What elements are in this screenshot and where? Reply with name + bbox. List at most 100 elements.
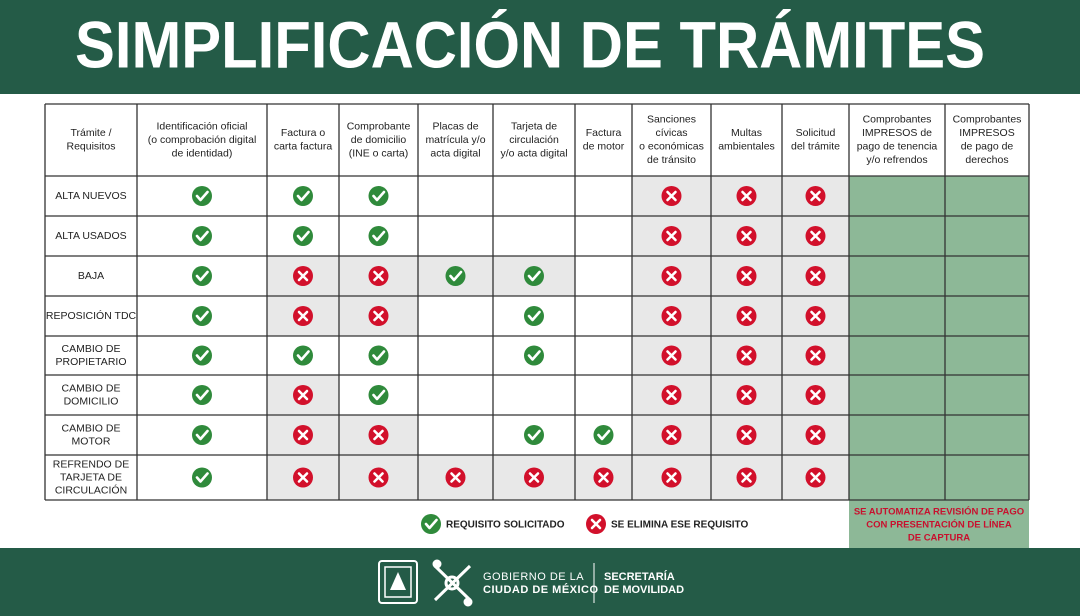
- cell-green: [849, 336, 1029, 375]
- check-icon-mark: [449, 270, 463, 282]
- remove-icon-mark: [666, 472, 677, 483]
- row-label: REPOSICIÓN TDC: [46, 309, 137, 322]
- remove-icon-mark: [741, 230, 752, 242]
- check-icon-mark: [296, 350, 310, 361]
- row-label: PROPIETARIO: [56, 356, 127, 368]
- column-header: y/o refrendos: [866, 154, 927, 166]
- column-header: Multas: [731, 127, 762, 139]
- row-label: DOMICILIO: [64, 395, 119, 407]
- column-header: Factura o: [281, 127, 326, 139]
- check-icon-mark: [527, 350, 541, 361]
- remove-icon-mark: [666, 389, 677, 401]
- check-icon-mark: [296, 230, 310, 242]
- row-label: TARJETA DE: [60, 471, 122, 483]
- column-header: Placas de: [432, 120, 478, 132]
- row-label: MOTOR: [72, 435, 111, 447]
- footer-text: GOBIERNO DE LA: [483, 571, 584, 583]
- check-icon-mark: [195, 429, 209, 441]
- column-header: derechos: [965, 154, 1008, 166]
- city-emblem: [432, 559, 473, 607]
- footer-text: DE MOVILIDAD: [604, 584, 684, 596]
- footer-band: [0, 548, 1080, 616]
- check-icon: [293, 345, 313, 366]
- row-label: ALTA USADOS: [55, 230, 126, 242]
- column-header: cívicas: [655, 127, 687, 139]
- column-header: carta factura: [274, 141, 333, 153]
- remove-icon-mark: [373, 270, 384, 282]
- check-icon-mark: [597, 429, 611, 441]
- remove-icon-mark: [810, 270, 821, 282]
- remove-icon-mark: [666, 190, 677, 202]
- check-icon-mark: [195, 350, 209, 361]
- column-header: Requisitos: [66, 141, 115, 153]
- cell-green: [849, 296, 1029, 336]
- remove-icon-mark: [666, 270, 677, 282]
- cell-green: [849, 415, 1029, 455]
- cell-green: [849, 216, 1029, 256]
- column-header: de domicilio: [351, 134, 407, 146]
- row-label: CIRCULACIÓN: [55, 483, 127, 496]
- column-header: circulación: [509, 134, 559, 146]
- check-icon-mark: [372, 350, 386, 361]
- column-header: IMPRESOS de: [862, 127, 932, 139]
- remove-icon-mark: [666, 230, 677, 242]
- legend-check: [421, 514, 441, 534]
- column-header: del trámite: [791, 141, 840, 153]
- column-header: pago de tenencia: [857, 141, 938, 153]
- remove-icon-mark: [741, 270, 752, 282]
- column-header: Comprobante: [347, 120, 411, 132]
- check-icon: [192, 467, 212, 488]
- column-header: (o comprobación digital: [148, 134, 257, 146]
- remove-icon-mark: [741, 472, 752, 483]
- remove-icon-mark: [373, 429, 384, 441]
- check-icon-mark: [372, 230, 386, 242]
- check-icon: [524, 425, 544, 445]
- column-header: de tránsito: [647, 154, 696, 166]
- check-icon-mark: [527, 270, 541, 282]
- note-text: SE AUTOMATIZA REVISIÓN DE PAGO: [854, 506, 1024, 518]
- check-icon: [524, 266, 544, 286]
- column-header: (INE o carta): [349, 147, 409, 159]
- row-label: REFRENDO DE: [53, 458, 129, 470]
- legend-label: REQUISITO SOLICITADO: [446, 520, 565, 531]
- column-header: ambientales: [718, 141, 775, 153]
- remove-icon-mark: [666, 429, 677, 441]
- cell-green: [849, 256, 1029, 296]
- check-icon-mark: [527, 429, 541, 441]
- check-icon: [368, 186, 389, 206]
- cell-green: [849, 455, 1029, 500]
- remove-icon-mark: [297, 310, 309, 322]
- remove-icon-mark: [528, 472, 540, 483]
- check-icon: [192, 226, 212, 246]
- check-icon: [293, 186, 313, 206]
- note-text: CON PRESENTACIÓN DE LÍNEA: [866, 519, 1012, 531]
- remove-icon-mark: [810, 310, 821, 322]
- check-icon-mark: [195, 472, 209, 483]
- column-header: Trámite /: [70, 127, 111, 139]
- remove-icon-mark: [810, 389, 821, 401]
- footer-text: SECRETARÍA: [604, 570, 675, 583]
- row-label: CAMBIO DE: [62, 422, 121, 434]
- remove-icon-mark: [373, 472, 384, 483]
- check-icon-mark: [195, 190, 209, 202]
- check-icon-mark: [527, 310, 541, 322]
- remove-icon-mark: [598, 472, 609, 483]
- legend-label: SE ELIMINA ESE REQUISITO: [611, 520, 748, 531]
- remove-icon-mark: [373, 310, 384, 322]
- row-label: BAJA: [78, 270, 104, 282]
- row-label: CAMBIO DE: [62, 382, 121, 394]
- check-icon-mark: [372, 190, 386, 202]
- remove-icon-mark: [810, 429, 821, 441]
- column-header: Comprobantes: [953, 114, 1022, 126]
- remove-icon-mark: [810, 230, 821, 242]
- check-icon: [293, 226, 313, 246]
- legend-remove-mark: [590, 518, 602, 530]
- footer-text: CIUDAD DE MÉXICO: [483, 583, 599, 596]
- remove-icon-mark: [741, 389, 752, 401]
- check-icon: [368, 226, 389, 246]
- column-header: Factura: [586, 127, 622, 139]
- check-icon: [192, 306, 212, 326]
- remove-icon-mark: [741, 429, 752, 441]
- check-icon: [368, 385, 389, 405]
- column-header: o económicas: [639, 141, 704, 153]
